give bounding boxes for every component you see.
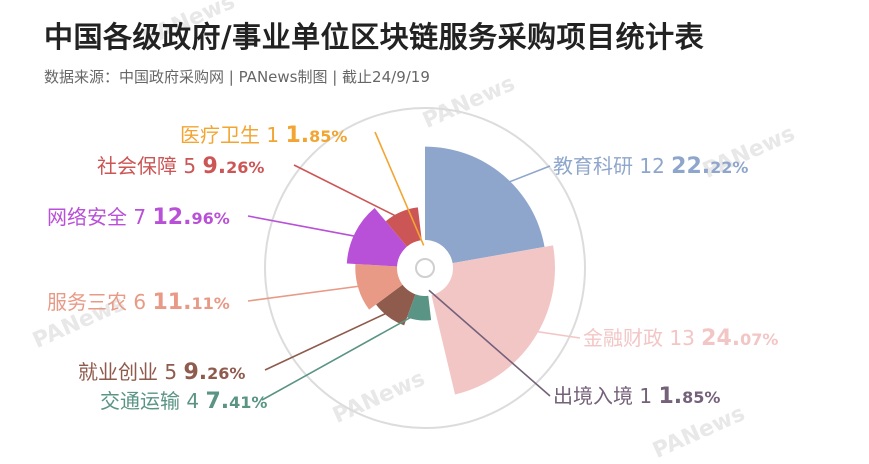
slice-percent-dec: 07%: [740, 330, 778, 349]
slice-label-text: 交通运输 4 7.41%: [100, 389, 267, 414]
leader-line: [247, 284, 369, 302]
slice-label: 金融财政 13 24.07%: [583, 326, 778, 351]
slice-name: 交通运输 4: [100, 389, 199, 413]
slice-percent-int: 1.: [658, 384, 682, 409]
pie-slice: [355, 263, 411, 310]
slice-percent-dec: 26%: [226, 158, 264, 177]
chart-title: 中国各级政府/事业单位区块链服务采购项目统计表: [44, 20, 705, 54]
slice-percent-dec: 96%: [191, 209, 229, 228]
leader-line: [247, 215, 366, 239]
slice-percent-dec: 22%: [710, 158, 748, 177]
slice-percent-int: 7.: [205, 389, 229, 414]
leader-line: [428, 289, 551, 397]
slice-percent-int: 1.: [285, 123, 309, 148]
slice-name: 服务三农 6: [47, 290, 146, 314]
slice-name: 金融财政 13: [583, 326, 695, 350]
slice-label: 交通运输 4 7.41%: [100, 389, 267, 414]
slice-label-text: 出境入境 1 1.85%: [553, 384, 720, 409]
slice-label-text: 网络安全 7 12.96%: [47, 205, 230, 230]
leader-line: [293, 164, 405, 222]
slice-percent-int: 22.: [671, 154, 710, 179]
slice-percent-dec: 11%: [191, 294, 229, 313]
slice-percent-int: 11.: [152, 290, 191, 315]
slice-label-text: 教育科研 12 22.22%: [553, 154, 748, 179]
slice-label-text: 医疗卫生 1 1.85%: [180, 123, 347, 148]
leader-line: [374, 131, 425, 246]
chart-subtitle: 数据来源：中国政府采购网 | PANews制图 | 截止24/9/19: [44, 68, 430, 86]
slice-label-text: 金融财政 13 24.07%: [583, 326, 778, 351]
slice-label: 就业创业 5 9.26%: [78, 360, 245, 385]
slice-label: 教育科研 12 22.22%: [553, 154, 748, 179]
slice-name: 社会保障 5: [97, 154, 196, 178]
slice-name: 教育科研 12: [553, 154, 665, 178]
slice-percent-int: 9.: [183, 360, 207, 385]
leader-line: [261, 311, 421, 401]
slice-percent-dec: 85%: [682, 388, 720, 407]
pie-slice: [429, 245, 555, 395]
slice-name: 就业创业 5: [78, 360, 177, 384]
slice-label: 出境入境 1 1.85%: [553, 384, 720, 409]
slice-label-text: 服务三农 6 11.11%: [47, 290, 230, 315]
slice-label: 社会保障 5 9.26%: [97, 154, 264, 179]
leader-line: [517, 327, 581, 339]
slice-label: 服务三农 6 11.11%: [47, 290, 230, 315]
slice-percent-dec: 85%: [309, 127, 347, 146]
slice-percent-int: 9.: [202, 154, 226, 179]
rose-chart: 教育科研 12 22.22%金融财政 13 24.07%出境入境 1 1.85%…: [47, 107, 778, 429]
slice-label: 网络安全 7 12.96%: [47, 205, 230, 230]
leader-line: [264, 308, 395, 371]
slice-percent-dec: 41%: [229, 393, 267, 412]
slice-name: 网络安全 7: [47, 205, 146, 229]
slice-percent-dec: 26%: [207, 364, 245, 383]
slice-label-text: 就业创业 5 9.26%: [78, 360, 245, 385]
slice-name: 医疗卫生 1: [180, 123, 279, 147]
slice-percent-int: 12.: [152, 205, 191, 230]
slice-label-text: 社会保障 5 9.26%: [97, 154, 264, 179]
slice-label: 医疗卫生 1 1.85%: [180, 123, 347, 148]
center-hole: [397, 240, 453, 296]
pie-slice: [425, 146, 545, 265]
slice-percent-int: 24.: [701, 326, 740, 351]
leader-line: [491, 165, 551, 190]
slice-name: 出境入境 1: [553, 384, 652, 408]
pie-slice: [346, 208, 414, 267]
outer-ring: [264, 107, 586, 429]
center-ring: [415, 258, 435, 278]
